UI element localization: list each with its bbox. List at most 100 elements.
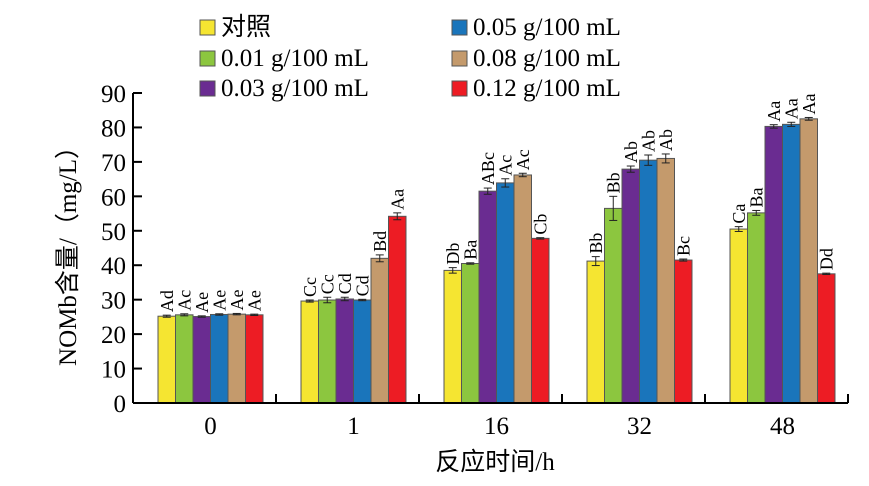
legend-swatch <box>199 80 216 97</box>
y-tick-label: 0 <box>114 391 127 418</box>
bar <box>604 207 623 404</box>
y-tick-label: 40 <box>101 253 126 280</box>
significance-label: Ab <box>638 130 658 152</box>
bar <box>639 159 658 404</box>
significance-label: ABc <box>478 152 498 185</box>
significance-label: Bb <box>586 233 606 254</box>
significance-label: Bd <box>370 231 390 252</box>
y-axis-title: NOMb含量/（mg/L） <box>54 134 82 366</box>
significance-label: Aa <box>781 98 801 119</box>
significance-label: Ab <box>621 141 641 163</box>
significance-label: Aa <box>387 189 407 210</box>
bar <box>192 316 211 404</box>
x-tick-label: 32 <box>627 413 652 440</box>
bar <box>817 273 836 404</box>
legend-label: 0.12 g/100 mL <box>473 75 621 102</box>
bar <box>513 174 532 404</box>
legend-label: 0.01 g/100 mL <box>221 45 369 72</box>
bar <box>443 269 462 404</box>
significance-label: Dd <box>816 248 836 270</box>
bar <box>461 263 480 404</box>
bar <box>388 215 407 404</box>
x-tick-label: 16 <box>484 413 509 440</box>
significance-label: Aa <box>764 101 784 122</box>
bar <box>157 315 176 404</box>
legend-item: 0.01 g/100 mL <box>199 45 369 72</box>
bar <box>175 314 194 404</box>
bar <box>300 300 319 404</box>
significance-label: Ca <box>729 204 749 224</box>
legend-label: 0.03 g/100 mL <box>221 75 369 102</box>
bar <box>729 228 748 404</box>
significance-label: Ba <box>746 187 766 207</box>
significance-label: Ab <box>656 129 676 151</box>
bar <box>210 313 229 404</box>
legend-swatch <box>451 19 468 36</box>
bar <box>335 298 354 404</box>
legend-swatch <box>199 50 216 67</box>
legend-item: 0.05 g/100 mL <box>451 14 621 41</box>
bar <box>531 237 550 404</box>
y-tick-label: 70 <box>101 150 126 177</box>
significance-label: Ba <box>460 240 480 260</box>
legend-swatch <box>199 19 216 36</box>
legend-swatch <box>451 50 468 67</box>
bars <box>157 118 836 404</box>
legend-swatch <box>451 80 468 97</box>
significance-label: Ad <box>157 290 177 312</box>
significance-label: Db <box>443 243 463 265</box>
significance-label: Ac <box>513 149 533 170</box>
bar <box>656 157 675 404</box>
legend-item: 0.08 g/100 mL <box>451 45 621 72</box>
y-tick-label: 50 <box>101 219 126 246</box>
legend-item: 0.12 g/100 mL <box>451 75 621 102</box>
bar <box>370 257 389 404</box>
significance-label: Ae <box>209 290 229 311</box>
y-tick-label: 30 <box>101 288 126 315</box>
bar <box>586 260 605 404</box>
bar <box>799 118 818 404</box>
error-bars <box>162 116 831 318</box>
bar <box>478 190 497 404</box>
significance-label: Cd <box>352 275 372 296</box>
legend: 对照 0.01 g/100 mL 0.03 g/100 mL 0.05 g/100 m… <box>199 13 621 102</box>
significance-label: Aa <box>799 93 819 114</box>
y-tick-label: 20 <box>101 322 126 349</box>
bar <box>353 299 372 404</box>
significance-label: Ae <box>192 292 212 313</box>
bar <box>318 299 337 404</box>
bar <box>621 168 640 404</box>
significance-label: Cd <box>335 273 355 294</box>
significance-label: Bb <box>603 172 623 193</box>
x-tick-label: 1 <box>347 413 360 440</box>
bar <box>227 313 246 404</box>
x-tick-label: 0 <box>204 413 217 440</box>
significance-label: Cb <box>530 214 550 235</box>
y-tick-label: 90 <box>101 81 126 108</box>
legend-item: 对照 <box>199 13 271 41</box>
significance-label: Ac <box>174 290 194 311</box>
bar <box>674 259 693 404</box>
significance-label: Ac <box>495 155 515 176</box>
axes: 0 10 20 30 40 50 60 70 80 90 0 1 16 32 48 <box>101 81 849 440</box>
significance-label: Ae <box>227 289 247 310</box>
x-axis-title: 反应时间/h <box>435 448 555 476</box>
significance-label: Cc <box>317 274 337 294</box>
y-tick-label: 60 <box>101 184 126 211</box>
legend-label: 0.08 g/100 mL <box>473 45 621 72</box>
bar <box>764 125 783 404</box>
x-tick-label: 48 <box>770 413 795 440</box>
significance-label: Ae <box>244 290 264 311</box>
bar <box>782 123 801 404</box>
bar <box>245 314 264 404</box>
y-tick-label: 80 <box>101 115 126 142</box>
legend-item: 0.03 g/100 mL <box>199 75 369 102</box>
significance-label: Cc <box>300 277 320 297</box>
bar <box>496 182 515 404</box>
bar <box>747 212 766 404</box>
legend-label: 0.05 g/100 mL <box>473 14 621 41</box>
y-tick-label: 10 <box>101 357 126 384</box>
significance-label: Bc <box>673 236 693 256</box>
significance-labels: AdAcAeAeAeAeCcCcCdCdBdAaDbBaABcAcAcCbBbB… <box>157 93 837 312</box>
